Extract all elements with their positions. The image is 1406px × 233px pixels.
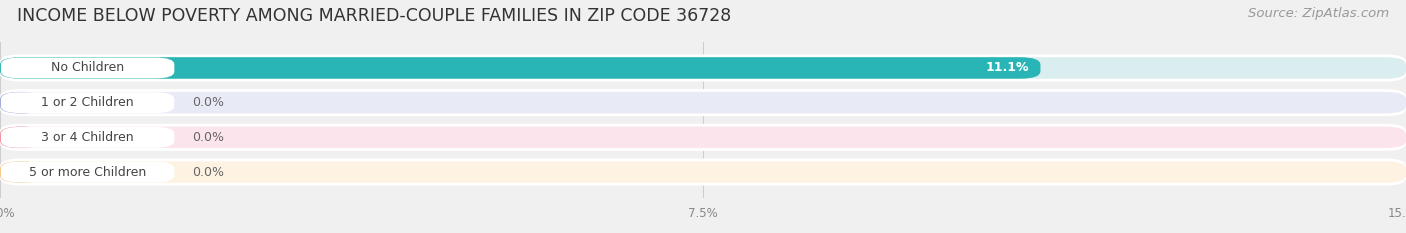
Text: 0.0%: 0.0%: [193, 131, 224, 144]
FancyBboxPatch shape: [1, 127, 174, 148]
Text: 0.0%: 0.0%: [193, 96, 224, 109]
FancyBboxPatch shape: [0, 161, 42, 183]
FancyBboxPatch shape: [0, 161, 1406, 183]
FancyBboxPatch shape: [1, 92, 174, 113]
FancyBboxPatch shape: [1, 162, 174, 182]
FancyBboxPatch shape: [0, 124, 1406, 151]
FancyBboxPatch shape: [0, 92, 1406, 113]
FancyBboxPatch shape: [0, 57, 1406, 79]
Text: 3 or 4 Children: 3 or 4 Children: [41, 131, 134, 144]
FancyBboxPatch shape: [0, 127, 42, 148]
Text: No Children: No Children: [51, 62, 124, 75]
FancyBboxPatch shape: [0, 158, 1406, 185]
Text: 1 or 2 Children: 1 or 2 Children: [41, 96, 134, 109]
FancyBboxPatch shape: [0, 55, 1406, 82]
FancyBboxPatch shape: [0, 92, 42, 113]
Text: Source: ZipAtlas.com: Source: ZipAtlas.com: [1249, 7, 1389, 20]
FancyBboxPatch shape: [0, 89, 1406, 116]
FancyBboxPatch shape: [1, 58, 174, 78]
Text: 5 or more Children: 5 or more Children: [30, 165, 146, 178]
FancyBboxPatch shape: [0, 57, 1040, 79]
Text: 11.1%: 11.1%: [986, 62, 1029, 75]
Text: INCOME BELOW POVERTY AMONG MARRIED-COUPLE FAMILIES IN ZIP CODE 36728: INCOME BELOW POVERTY AMONG MARRIED-COUPL…: [17, 7, 731, 25]
Text: 0.0%: 0.0%: [193, 165, 224, 178]
FancyBboxPatch shape: [0, 127, 1406, 148]
